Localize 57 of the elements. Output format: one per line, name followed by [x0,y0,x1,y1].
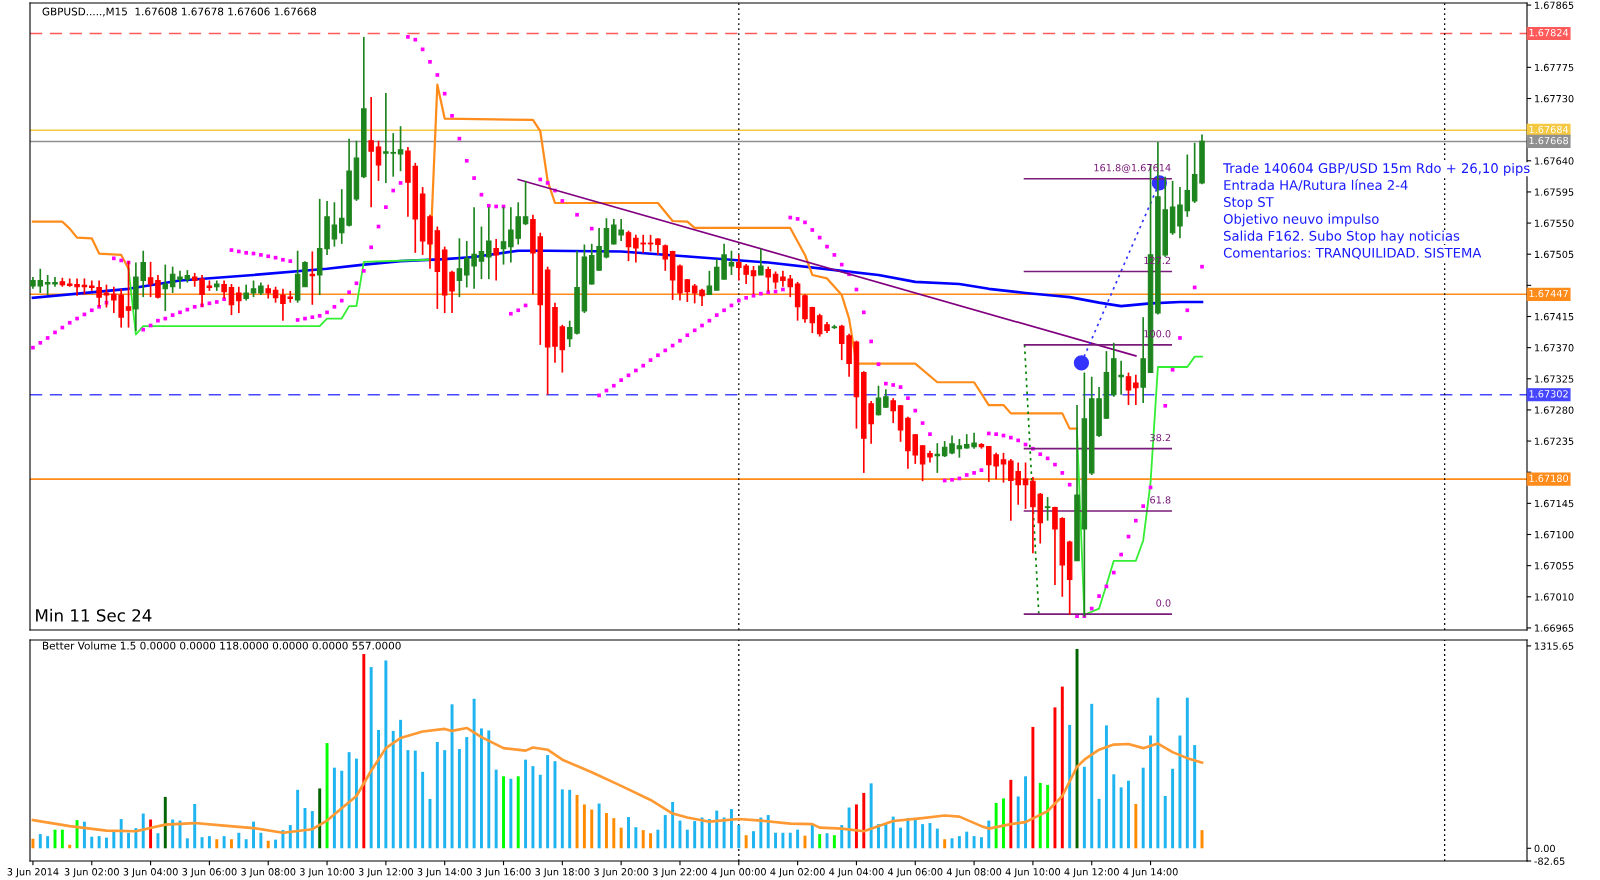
y-tick-label: 1.67145 [1535,499,1574,508]
ref-line-label: 1.67824 [1529,28,1569,37]
x-tick-label: 3 Jun 2014 [7,868,59,878]
chart-title: GBPUSD.....,M15 1.67608 1.67678 1.67606 1.67668 [42,7,316,17]
x-tick-label: 4 Jun 06:00 [887,868,943,878]
ref-line-label: 1.67668 [1529,136,1569,145]
y-tick-label: 1.67865 [1535,1,1574,9]
y-tick-label: 1.67640 [1535,157,1574,165]
y-tick-label: 1.67235 [1535,437,1574,445]
x-tick-label: 3 Jun 02:00 [64,868,119,878]
x-tick-label: 4 Jun 10:00 [1005,868,1061,878]
annotation: Trade 140604 GBP/USD 15m Rdo + 26,10 pips [1223,162,1530,176]
y-tick-label: 1315.65 [1535,642,1574,650]
x-tick-label: 4 Jun 02:00 [770,868,825,878]
y-tick-label: 1.67415 [1535,312,1574,321]
x-tick-label: 3 Jun 04:00 [123,868,178,878]
x-tick-label: 4 Jun 04:00 [829,868,884,878]
y-tick-label: 1.67775 [1535,63,1574,72]
y-tick-label: 1.67550 [1535,219,1574,227]
y-tick-label: 1.67280 [1535,406,1574,414]
x-tick-label: 3 Jun 18:00 [535,868,590,878]
annotation: Comentarios: TRANQUILIDAD. SISTEMA [1223,247,1482,260]
x-tick-label: 4 Jun 14:00 [1123,868,1178,878]
x-tick-label: 3 Jun 14:00 [417,868,472,878]
annotation: Objetivo neuvo impulso [1223,213,1379,227]
x-tick-label: 3 Jun 20:00 [594,868,649,878]
y-tick-label: 1.67595 [1535,188,1574,196]
x-tick-label: 3 Jun 22:00 [652,868,708,878]
annotation: Min 11 Sec 24 [36,608,152,622]
y-tick-label: 1.67325 [1535,375,1574,383]
y-tick-label: -82.65 [1534,857,1565,865]
ref-line-label: 1.67180 [1529,474,1569,482]
y-tick-label: 1.67010 [1535,593,1574,601]
chart-title: Better Volume 1.5 0.0000 0.0000 118.0000 0.0000 0.0000 557.0000 [43,641,401,650]
annotation: Stop ST [1223,196,1274,210]
y-tick-label: 1.67100 [1535,530,1574,539]
x-tick-label: 3 Jun 12:00 [358,868,414,878]
ref-line-label: 1.67447 [1529,289,1568,298]
ref-line-label: 1.67302 [1529,390,1568,398]
y-tick-label: 1.66965 [1535,624,1574,632]
series-label: 61.8 [1150,496,1171,504]
y-tick-label: 1.67730 [1535,94,1574,103]
y-tick-label: 1.67055 [1535,562,1574,570]
annotation: Salida F162. Subo Stop hay noticias [1223,230,1460,244]
x-tick-label: 4 Jun 00:00 [711,868,766,878]
x-tick-label: 3 Jun 10:00 [300,868,355,878]
y-tick-label: 1.67370 [1535,344,1574,352]
x-tick-label: 4 Jun 12:00 [1064,868,1119,878]
x-tick-label: 4 Jun 08:00 [946,868,1002,878]
series-label: 0.0 [1156,599,1171,607]
x-tick-label: 3 Jun 06:00 [182,868,237,878]
ref-line-label: 1.67684 [1529,125,1569,134]
x-tick-label: 3 Jun 08:00 [241,868,296,878]
x-tick-label: 3 Jun 16:00 [476,868,531,878]
y-tick-label: 0.00 [1534,844,1555,853]
annotation: Entrada HA/Rutura línea 2-4 [1224,179,1408,192]
y-tick-label: 1.67505 [1535,250,1574,259]
